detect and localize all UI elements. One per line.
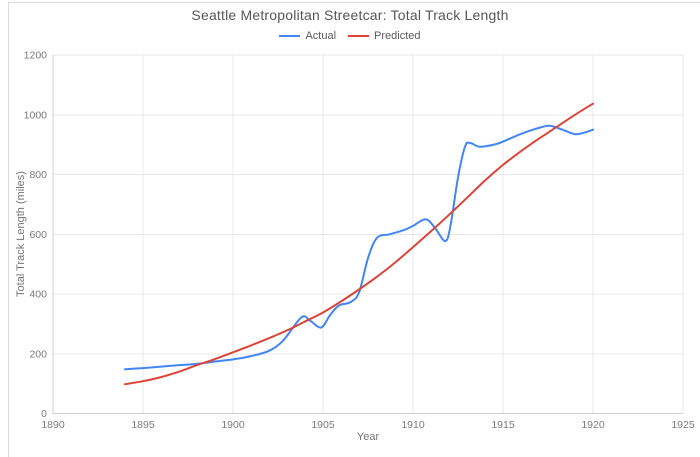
- legend-swatch-actual: [279, 35, 301, 37]
- legend: Actual Predicted: [0, 29, 700, 43]
- x-tick-label: 1890: [41, 419, 65, 431]
- x-tick-label: 1920: [581, 419, 605, 431]
- legend-swatch-predicted: [348, 35, 370, 37]
- x-tick-label: 1900: [221, 419, 245, 431]
- x-tick-label: 1895: [131, 419, 155, 431]
- x-tick-label: 1925: [671, 419, 695, 431]
- x-axis-title: Year: [356, 431, 380, 443]
- legend-label-actual: Actual: [305, 30, 337, 42]
- chart-title: Seattle Metropolitan Streetcar: Total Tr…: [191, 7, 509, 23]
- y-tick-label: 600: [29, 229, 47, 241]
- y-tick-label: 1000: [24, 109, 48, 121]
- y-tick-label: 400: [29, 289, 47, 301]
- x-tick-label: 1910: [401, 419, 425, 431]
- x-tick-label: 1915: [491, 419, 515, 431]
- legend-item-actual[interactable]: Actual: [279, 30, 336, 42]
- y-axis-title: Total Track Length (miles): [15, 171, 27, 297]
- y-tick-label: 800: [29, 169, 47, 181]
- card-border-top: [8, 2, 700, 3]
- series-line-actual: [124, 124, 594, 371]
- y-tick-label: 0: [41, 408, 47, 420]
- legend-label-predicted: Predicted: [374, 30, 421, 42]
- y-tick-label: 200: [29, 348, 47, 360]
- card-border-left: [8, 2, 9, 457]
- x-tick-label: 1905: [311, 419, 335, 431]
- legend-item-predicted[interactable]: Predicted: [348, 30, 421, 42]
- series-line-predicted: [124, 102, 594, 386]
- y-tick-label: 1200: [24, 50, 48, 62]
